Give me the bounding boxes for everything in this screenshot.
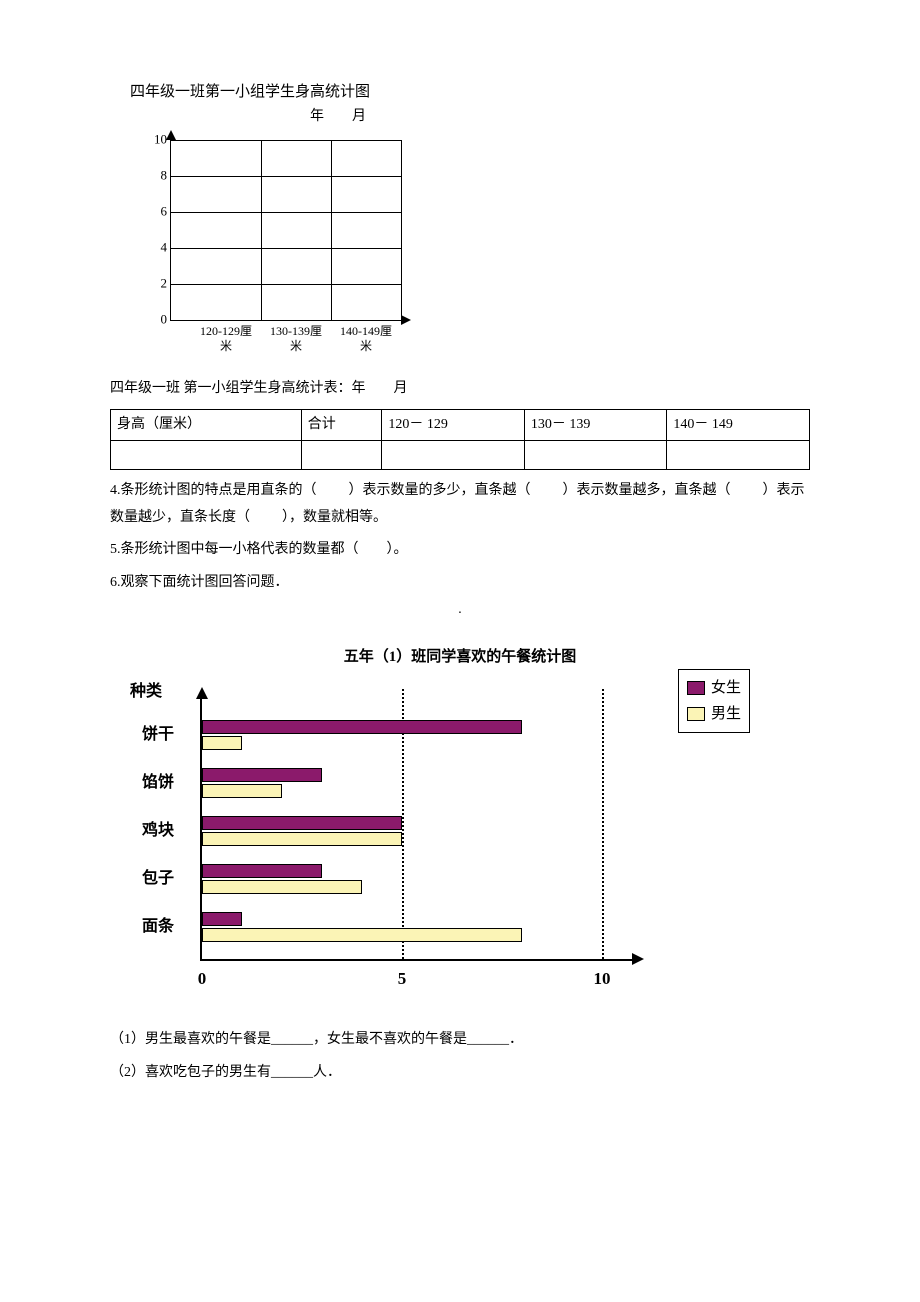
sub-question-1: （1）男生最喜欢的午餐是______，女生最不喜欢的午餐是______． <box>110 1027 810 1054</box>
gridline-h <box>171 140 401 141</box>
bar-female <box>202 768 322 782</box>
table-cell-empty <box>301 441 382 470</box>
lunch-chart-section: 五年（1）班同学喜欢的午餐统计图 种类 0510饼干馅饼鸡块包子面条 女生 男生 <box>110 645 810 1009</box>
y-tick-label: 10 <box>145 130 167 151</box>
q4-text: 4.条形统计图的特点是用直条的（ <box>110 483 317 498</box>
x-tick-label: 10 <box>594 965 611 992</box>
gridline-v <box>261 140 262 320</box>
category-label: 馅饼 <box>142 770 197 796</box>
chart1-subtitle: 年 月 <box>310 106 810 128</box>
gridline-h <box>171 248 401 249</box>
chart2-title: 五年（1）班同学喜欢的午餐统计图 <box>110 645 810 669</box>
table-header-cell: 120－ 129 <box>382 409 525 440</box>
bar-female <box>202 816 402 830</box>
y-tick-label: 6 <box>145 202 167 223</box>
category-label: 鸡块 <box>142 818 197 844</box>
bar-male <box>202 928 522 942</box>
height-table: 身高（厘米）合计120－ 129130－ 139140－ 149 <box>110 409 810 470</box>
table-header-cell: 140－ 149 <box>667 409 810 440</box>
chart2-plot-container: 种类 0510饼干馅饼鸡块包子面条 女生 男生 <box>130 679 690 1009</box>
x-tick-label: 140-149厘米 <box>326 324 406 353</box>
chart1-title: 四年级一班第一小组学生身高统计图 <box>130 80 810 104</box>
chart1-plot-container: 0 2 4 6 8 10 120-129厘米130-139厘米140-149厘米 <box>140 130 420 360</box>
bar-female <box>202 720 522 734</box>
bar-female <box>202 912 242 926</box>
question-6: 6.观察下面统计图回答问题． <box>110 570 810 597</box>
legend-swatch-female <box>687 681 705 695</box>
y-axis-arrow-icon <box>166 130 176 140</box>
table-cell-empty <box>667 441 810 470</box>
x-tick-label: 0 <box>198 965 207 992</box>
legend-swatch-male <box>687 707 705 721</box>
table-cell-empty <box>111 441 302 470</box>
chart2-legend: 女生 男生 <box>678 669 750 733</box>
x-tick-label: 130-139厘米 <box>256 324 336 353</box>
chart2-yaxis-label: 种类 <box>130 679 162 705</box>
table-header-row: 身高（厘米）合计120－ 129130－ 139140－ 149 <box>111 409 810 440</box>
table-cell-empty <box>382 441 525 470</box>
chart1-plot: 0246810120-129厘米130-139厘米140-149厘米 <box>170 140 401 321</box>
bar-male <box>202 784 282 798</box>
table-header-cell: 合计 <box>301 409 382 440</box>
bar-male <box>202 880 362 894</box>
y-tick-label: 0 <box>145 310 167 331</box>
sub-question-2: （2）喜欢吃包子的男生有______人． <box>110 1060 810 1087</box>
bar-male <box>202 736 242 750</box>
table-cell-empty <box>524 441 667 470</box>
legend-label-female: 女生 <box>711 676 741 700</box>
gridline-h <box>171 176 401 177</box>
page-dot: · <box>110 603 810 625</box>
bar-female <box>202 864 322 878</box>
legend-item-male: 男生 <box>687 702 741 726</box>
gridline-v <box>331 140 332 320</box>
category-label: 面条 <box>142 914 197 940</box>
x-axis-arrow-icon <box>632 953 644 965</box>
x-tick-label: 120-129厘米 <box>186 324 266 353</box>
y-tick-label: 2 <box>145 274 167 295</box>
gridline-h <box>171 212 401 213</box>
table-caption: 四年级一班 第一小组学生身高统计表：年 月 <box>110 378 810 400</box>
legend-label-male: 男生 <box>711 702 741 726</box>
chart2-plot: 0510饼干馅饼鸡块包子面条 <box>200 699 632 961</box>
y-tick-label: 8 <box>145 166 167 187</box>
gridline-h <box>171 284 401 285</box>
y-tick-label: 4 <box>145 238 167 259</box>
height-chart-section: 四年级一班第一小组学生身高统计图 年 月 0 2 4 6 8 10 120-129厘米130… <box>110 80 810 360</box>
q4-text: ）表示数量越多，直条越（ <box>563 483 731 498</box>
gridline-v <box>401 140 402 320</box>
category-label: 饼干 <box>142 722 197 748</box>
q4-text: ），数量就相等。 <box>282 510 387 525</box>
table-header-cell: 130－ 139 <box>524 409 667 440</box>
table-header-cell: 身高（厘米） <box>111 409 302 440</box>
gridline-v-dotted <box>602 689 604 959</box>
table-data-row <box>111 441 810 470</box>
question-4: 4.条形统计图的特点是用直条的（ ）表示数量的多少，直条越（ ）表示数量越多，直条越… <box>110 478 810 531</box>
question-5: 5.条形统计图中每一小格代表的数量都（ ）。 <box>110 537 810 564</box>
legend-item-female: 女生 <box>687 676 741 700</box>
bar-male <box>202 832 402 846</box>
q4-text: ）表示数量的多少，直条越（ <box>349 483 531 498</box>
x-tick-label: 5 <box>398 965 407 992</box>
category-label: 包子 <box>142 866 197 892</box>
y-axis-arrow-icon <box>196 687 208 699</box>
